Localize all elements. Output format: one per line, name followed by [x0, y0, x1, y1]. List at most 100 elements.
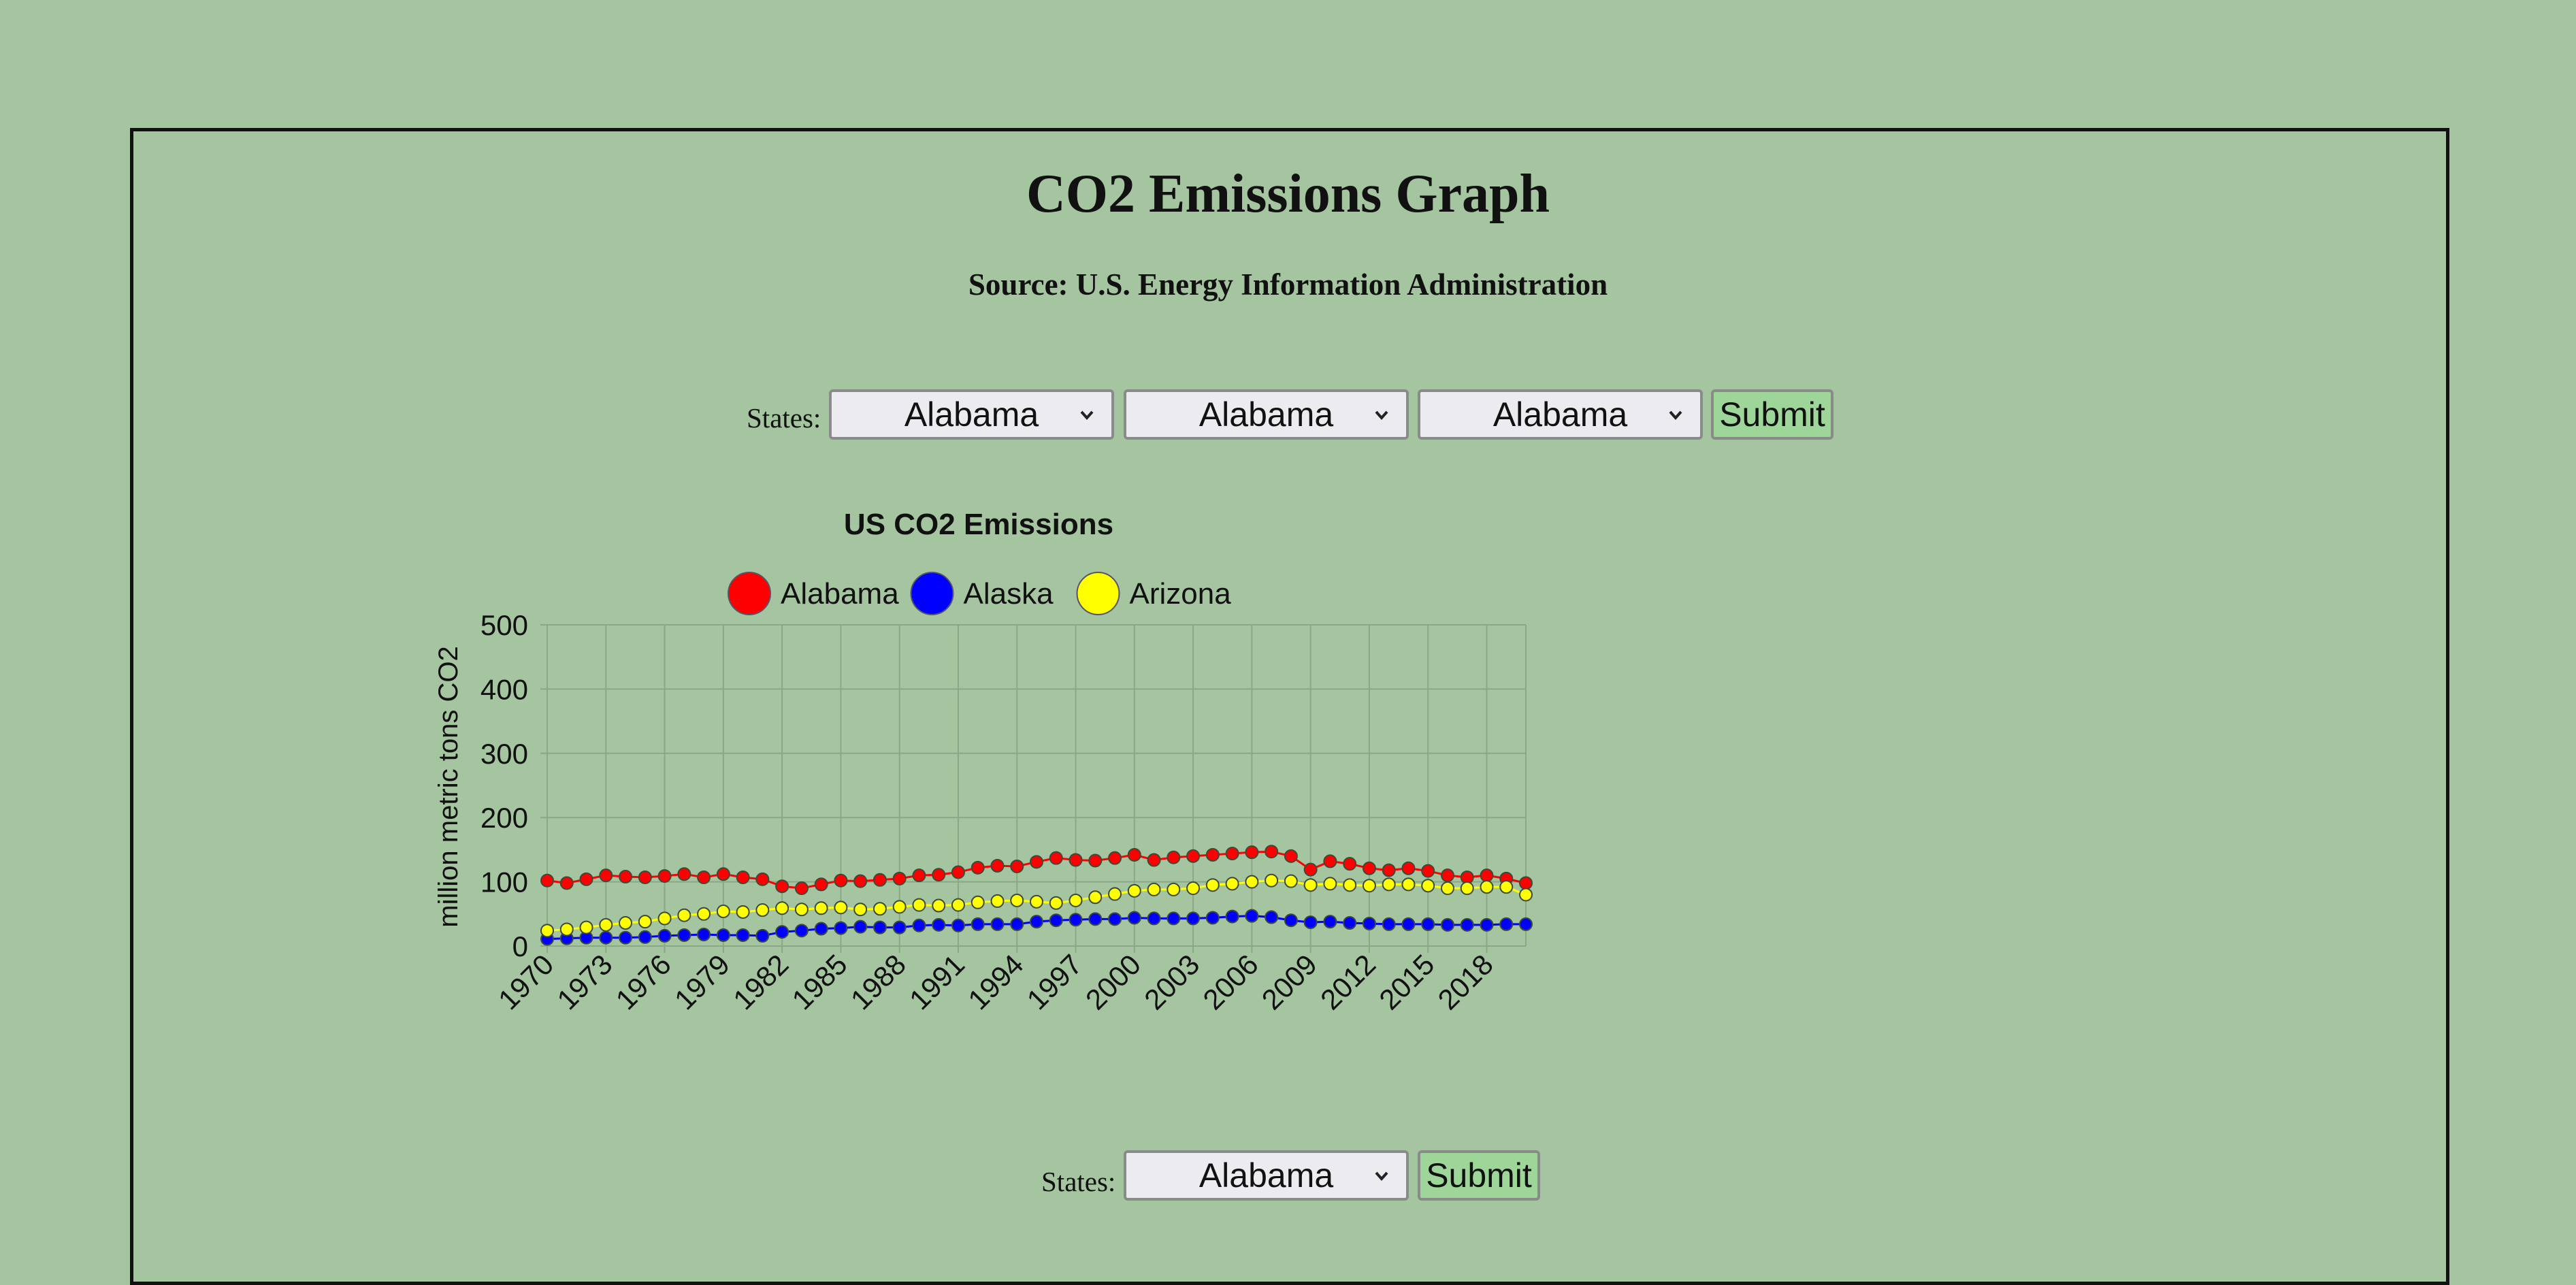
data-point: [1010, 893, 1024, 907]
data-point: [1382, 917, 1396, 931]
state-select-3[interactable]: Alabama: [1418, 389, 1703, 440]
data-point: [1265, 910, 1279, 924]
data-point: [853, 920, 868, 934]
data-point: [1362, 916, 1376, 930]
submit-button[interactable]: Submit: [1711, 389, 1833, 440]
data-point: [1186, 849, 1201, 863]
x-tick-label: 1973: [551, 948, 618, 1015]
data-point: [1460, 917, 1474, 932]
data-point: [814, 901, 828, 915]
data-point: [619, 870, 633, 884]
data-point: [834, 921, 848, 935]
data-point: [1343, 857, 1357, 871]
data-point: [1049, 896, 1063, 910]
data-point: [892, 920, 907, 934]
data-point: [736, 905, 750, 919]
data-point: [1343, 916, 1357, 930]
data-point: [1225, 847, 1239, 861]
x-axis-ticks: 1970197319761979198219851988199119941997…: [492, 948, 1499, 1015]
x-tick-label: 1976: [610, 948, 677, 1015]
data-point: [1127, 911, 1141, 925]
data-point: [912, 868, 926, 883]
data-point: [794, 902, 809, 917]
data-point: [1323, 854, 1337, 868]
x-tick-label: 2000: [1079, 948, 1147, 1015]
data-point: [1440, 868, 1454, 883]
data-point: [540, 924, 554, 938]
data-point: [1499, 880, 1514, 894]
data-point: [834, 900, 848, 915]
data-point: [540, 873, 554, 888]
state-select-1[interactable]: Alabama: [829, 389, 1114, 440]
data-point: [1205, 847, 1220, 862]
data-point: [775, 901, 789, 915]
data-point: [775, 879, 789, 894]
data-point: [1147, 882, 1161, 896]
data-point: [657, 928, 672, 943]
data-point: [638, 870, 652, 884]
data-point: [1303, 878, 1318, 892]
state-select-bottom[interactable]: Alabama: [1124, 1150, 1409, 1201]
data-point: [912, 898, 926, 912]
data-point: [1186, 911, 1201, 926]
legend-label: Alaska: [964, 577, 1054, 611]
data-point: [716, 867, 730, 881]
submit-button-bottom[interactable]: Submit: [1418, 1150, 1540, 1201]
data-point: [814, 877, 828, 892]
data-point: [873, 873, 887, 887]
data-point: [755, 903, 770, 917]
data-point: [912, 918, 926, 932]
data-point: [1010, 917, 1024, 931]
legend-label: Arizona: [1130, 577, 1232, 611]
data-point: [971, 895, 985, 909]
data-point: [1519, 888, 1533, 902]
data-point: [599, 917, 613, 932]
data-point: [1323, 915, 1337, 929]
data-point: [1069, 853, 1083, 867]
y-tick-label: 300: [480, 738, 528, 770]
data-point: [697, 870, 711, 884]
x-tick-label: 1994: [962, 948, 1029, 1015]
series-alaska: [540, 909, 1533, 946]
states-label-bottom: States:: [1041, 1166, 1116, 1197]
data-point: [794, 924, 809, 938]
data-point: [951, 898, 965, 912]
data-point: [1147, 911, 1161, 926]
data-point: [1127, 847, 1141, 862]
data-point: [1108, 851, 1122, 865]
data-point: [1167, 850, 1181, 864]
x-tick-label: 2003: [1138, 948, 1205, 1015]
legend-swatch: [728, 572, 771, 615]
data-point: [873, 902, 887, 916]
data-point: [599, 868, 613, 883]
data-point: [1265, 873, 1279, 888]
data-point: [1284, 874, 1298, 888]
data-point: [657, 869, 672, 883]
data-point: [1225, 909, 1239, 924]
data-point: [1108, 912, 1122, 926]
data-point: [1480, 880, 1494, 894]
data-point: [579, 920, 593, 934]
data-point: [932, 868, 946, 882]
y-axis-label: million metric tons CO2: [434, 646, 463, 927]
data-point: [1205, 911, 1220, 925]
series-arizona: [540, 873, 1533, 938]
data-point: [559, 876, 574, 890]
data-point: [599, 930, 613, 945]
chevron-down-icon: [1375, 410, 1388, 421]
chart-legend: Alabama Alaska Arizona: [728, 572, 1231, 615]
y-tick-label: 0: [512, 930, 528, 962]
data-point: [1245, 845, 1259, 860]
data-point: [579, 872, 593, 886]
data-point: [990, 894, 1005, 908]
data-point: [1362, 879, 1376, 893]
y-tick-label: 400: [480, 673, 528, 705]
state-select-bottom-value: Alabama: [1199, 1156, 1334, 1194]
data-point: [1205, 878, 1220, 892]
state-select-2[interactable]: Alabama: [1124, 389, 1409, 440]
data-point: [619, 930, 633, 945]
chevron-down-icon: [1080, 410, 1094, 421]
data-point: [1245, 909, 1259, 923]
data-point: [1010, 859, 1024, 873]
data-point: [1401, 861, 1416, 875]
